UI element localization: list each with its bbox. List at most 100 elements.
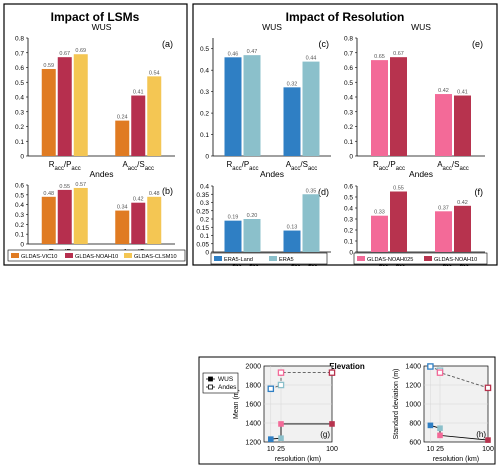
legend-swatch	[269, 256, 277, 261]
bar	[302, 194, 320, 252]
bar	[224, 220, 242, 252]
bar-value-label: 0.55	[59, 184, 70, 190]
y-tick-label: 0.8	[344, 36, 353, 43]
bar	[147, 196, 162, 244]
bar	[283, 230, 301, 252]
elevation-heading: Elevation	[329, 362, 365, 371]
x-tick-label: 10	[427, 446, 435, 453]
bar-value-label: 0.24	[117, 115, 128, 121]
bar-value-label: 0.48	[149, 191, 160, 197]
bar	[57, 57, 72, 156]
category-label-part: acc	[459, 262, 468, 268]
y-tick-label: 2000	[245, 364, 261, 371]
legend-swatch	[357, 256, 365, 261]
category-label-part: acc	[232, 262, 241, 268]
y-tick-label: 0.5	[344, 195, 353, 202]
legend-label: ERA5-Land	[224, 257, 253, 263]
bar-value-label: 0.44	[306, 56, 317, 62]
legend-swatch	[124, 253, 132, 258]
y-tick-label: 0.25	[196, 208, 209, 215]
bar	[57, 189, 72, 244]
category-label-part: acc	[459, 166, 468, 172]
bar	[73, 187, 88, 244]
y-tick-label: 0.3	[15, 212, 24, 219]
x-tick-label: 100	[326, 446, 338, 453]
y-tick-label: 0.4	[344, 206, 353, 213]
y-tick-label: 0.5	[15, 192, 24, 199]
bar	[371, 215, 388, 252]
data-point	[278, 421, 284, 427]
category-label-part: /P	[388, 160, 396, 169]
y-tick-label: 800	[409, 421, 421, 428]
y-tick-label: 0.1	[200, 233, 209, 240]
bar	[390, 191, 407, 252]
data-point	[427, 422, 434, 429]
category-label-part: acc	[379, 166, 388, 172]
panel-title: WUS	[411, 22, 431, 32]
y-tick-label: 0.5	[200, 46, 209, 53]
y-axis-label: Standard deviation (m)	[393, 369, 400, 440]
legend-label: Andes	[218, 384, 237, 391]
y-tick-label: 0	[20, 154, 24, 161]
legend-label: GLDAS-NOAH10	[434, 257, 477, 263]
series-line	[430, 424, 489, 441]
bar-value-label: 0.37	[438, 205, 449, 211]
panel-label: (a)	[162, 39, 173, 49]
bar-value-label: 0.67	[393, 51, 404, 57]
category-label: Aacc/Sacc	[437, 160, 469, 172]
y-tick-label: 1800	[245, 383, 261, 390]
y-tick-label: 0.1	[15, 232, 24, 239]
elevation-frame	[198, 356, 496, 465]
panel-title: Andes	[409, 169, 433, 179]
data-point	[277, 369, 285, 376]
bar-value-label: 0.41	[133, 90, 144, 96]
panel-label: (g)	[320, 430, 330, 439]
panel-label: (f)	[475, 187, 484, 197]
category-label-part: A	[286, 160, 292, 169]
panel-a: WUS 0 0.1 0.2 0.3 0.4 0.5 0.6 0.7 0.8 (a) 0.59 0.67 0…	[15, 22, 175, 172]
category-label-part: /P	[64, 160, 72, 169]
bar	[147, 76, 162, 156]
bar	[224, 57, 242, 156]
data-point	[277, 381, 285, 389]
panel-title: WUS	[92, 22, 112, 32]
y-tick-label: 0.2	[15, 222, 24, 229]
bar-value-label: 0.69	[75, 48, 86, 54]
category-label: Aacc/Sacc	[286, 160, 318, 172]
category-label-part: acc	[308, 166, 317, 172]
category-label-part: acc	[249, 262, 258, 268]
bar	[131, 202, 146, 244]
category-label-part: acc	[379, 262, 388, 268]
category-label-part: acc	[145, 166, 154, 172]
legend-frame	[353, 252, 488, 265]
y-tick-label: 0.2	[200, 217, 209, 224]
category-label-part: /S	[452, 160, 460, 169]
bar	[115, 210, 130, 244]
y-tick-label: 0.6	[344, 184, 353, 191]
bar-value-label: 0.54	[149, 70, 160, 76]
data-point	[437, 425, 443, 432]
panel-title: Andes	[89, 169, 113, 179]
category-label-part: /P	[242, 160, 250, 169]
legend-swatch	[11, 253, 19, 258]
bar-value-label: 0.59	[43, 63, 54, 69]
bar-value-label: 0.47	[247, 49, 258, 55]
y-tick-label: 0.2	[200, 111, 209, 118]
y-tick-label: 0.4	[15, 95, 24, 102]
legend-gldas: GLDAS-NOAH025 GLDAS-NOAH10	[353, 252, 488, 265]
bar-value-label: 0.32	[287, 81, 298, 87]
panel-label: (c)	[319, 39, 330, 49]
x-tick-label: 25	[436, 446, 444, 453]
bar	[41, 68, 56, 156]
y-tick-label: 0	[20, 242, 24, 249]
category-label-part: acc	[291, 166, 300, 172]
bar	[302, 61, 320, 156]
lsm-heading: Impact of LSMs	[51, 10, 140, 24]
bar-value-label: 0.35	[306, 188, 317, 194]
panel-label: (b)	[162, 186, 173, 196]
bar-value-label: 0.46	[228, 51, 239, 57]
legend-swatch	[214, 256, 222, 261]
y-tick-label: 1600	[245, 402, 261, 409]
legend-label: GLDAS-NOAH025	[367, 257, 413, 263]
